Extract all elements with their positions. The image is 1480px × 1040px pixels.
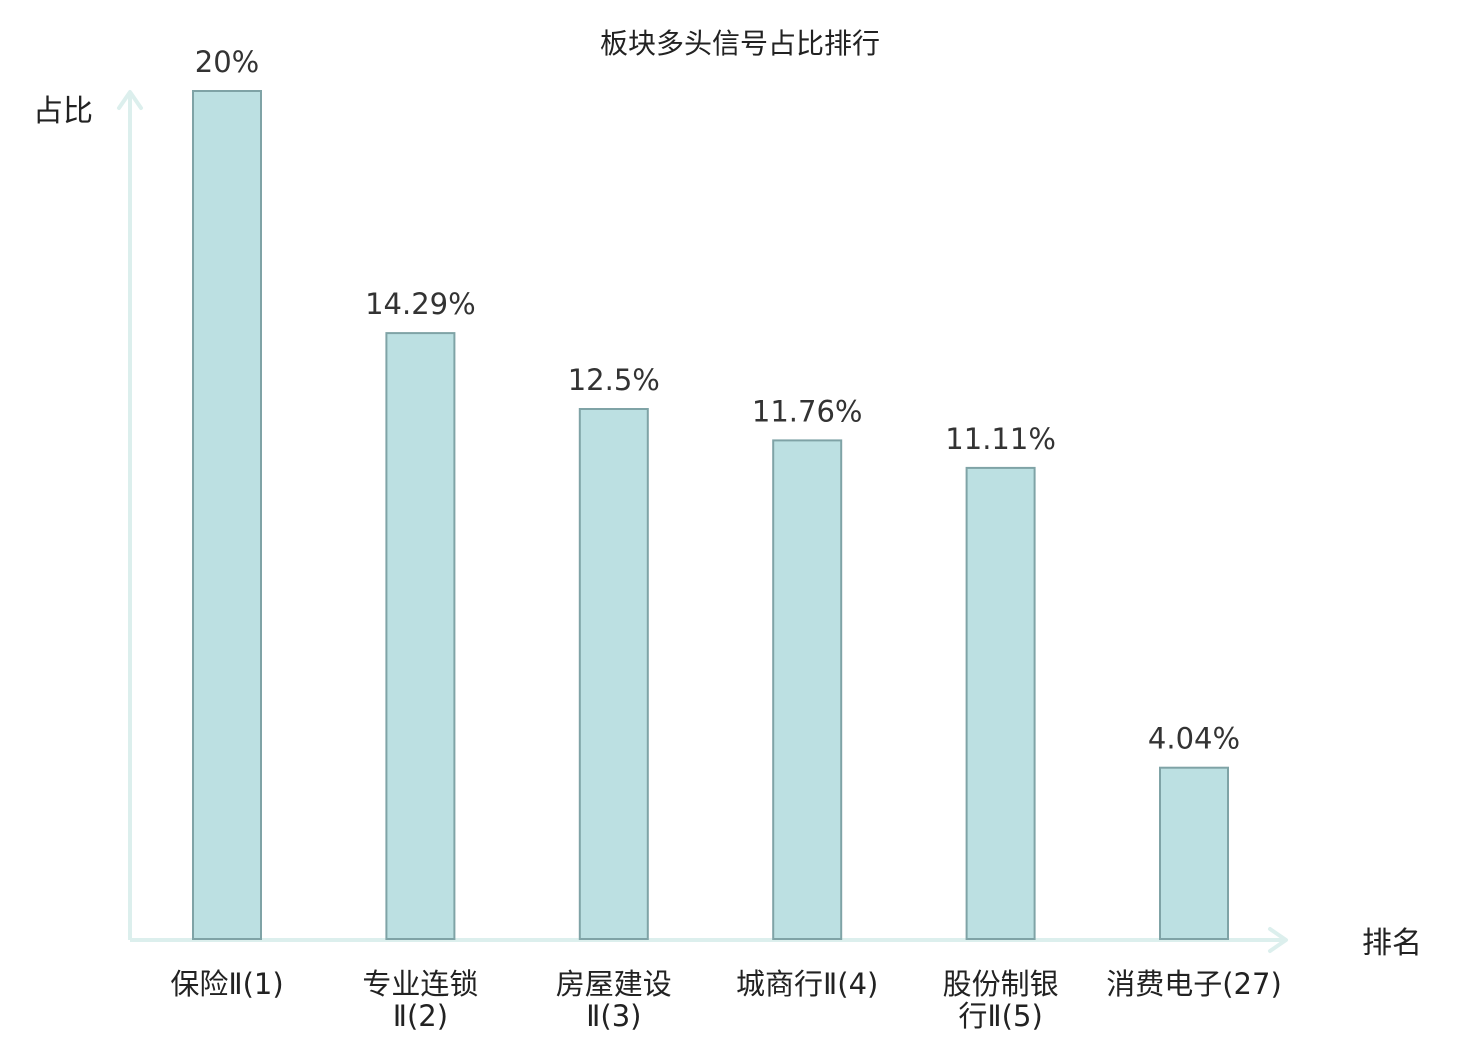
bars: [192, 90, 1229, 941]
value-labels: 20% 14.29% 12.5% 11.76% 11.11% 4.04%: [195, 45, 1240, 756]
tick-label: 保险Ⅱ(1): [170, 967, 283, 1001]
bar: [578, 408, 649, 940]
tick-label: 专业连锁: [362, 967, 478, 1001]
bar: [192, 90, 262, 940]
bar: [385, 332, 456, 941]
tick-label: Ⅱ(2): [393, 999, 448, 1033]
y-axis-arrow-icon: [117, 90, 143, 110]
tick-label: 房屋建设: [556, 967, 672, 1001]
bar: [965, 466, 1036, 940]
x-axis-arrow-icon: [1268, 927, 1288, 953]
tick-label: 股份制银: [943, 967, 1059, 1001]
data-label: 11.76%: [752, 394, 863, 428]
tick-label: 消费电子(27): [1106, 967, 1282, 1001]
bar: [772, 439, 843, 940]
data-label: 11.11%: [945, 422, 1056, 456]
bar: [1159, 766, 1229, 941]
x-axis-label: 排名: [1362, 926, 1422, 961]
tick-label: 行Ⅱ(5): [958, 999, 1042, 1033]
data-label: 12.5%: [568, 363, 660, 397]
tick-label: 城商行Ⅱ(4): [736, 967, 878, 1001]
chart-title: 板块多头信号占比排行: [600, 27, 880, 60]
data-label: 4.04%: [1148, 722, 1240, 756]
axes: [117, 90, 1288, 953]
data-label: 14.29%: [365, 287, 476, 321]
data-label: 20%: [195, 45, 259, 79]
y-axis-label: 占比: [33, 94, 93, 129]
tick-label: Ⅱ(3): [586, 999, 641, 1033]
